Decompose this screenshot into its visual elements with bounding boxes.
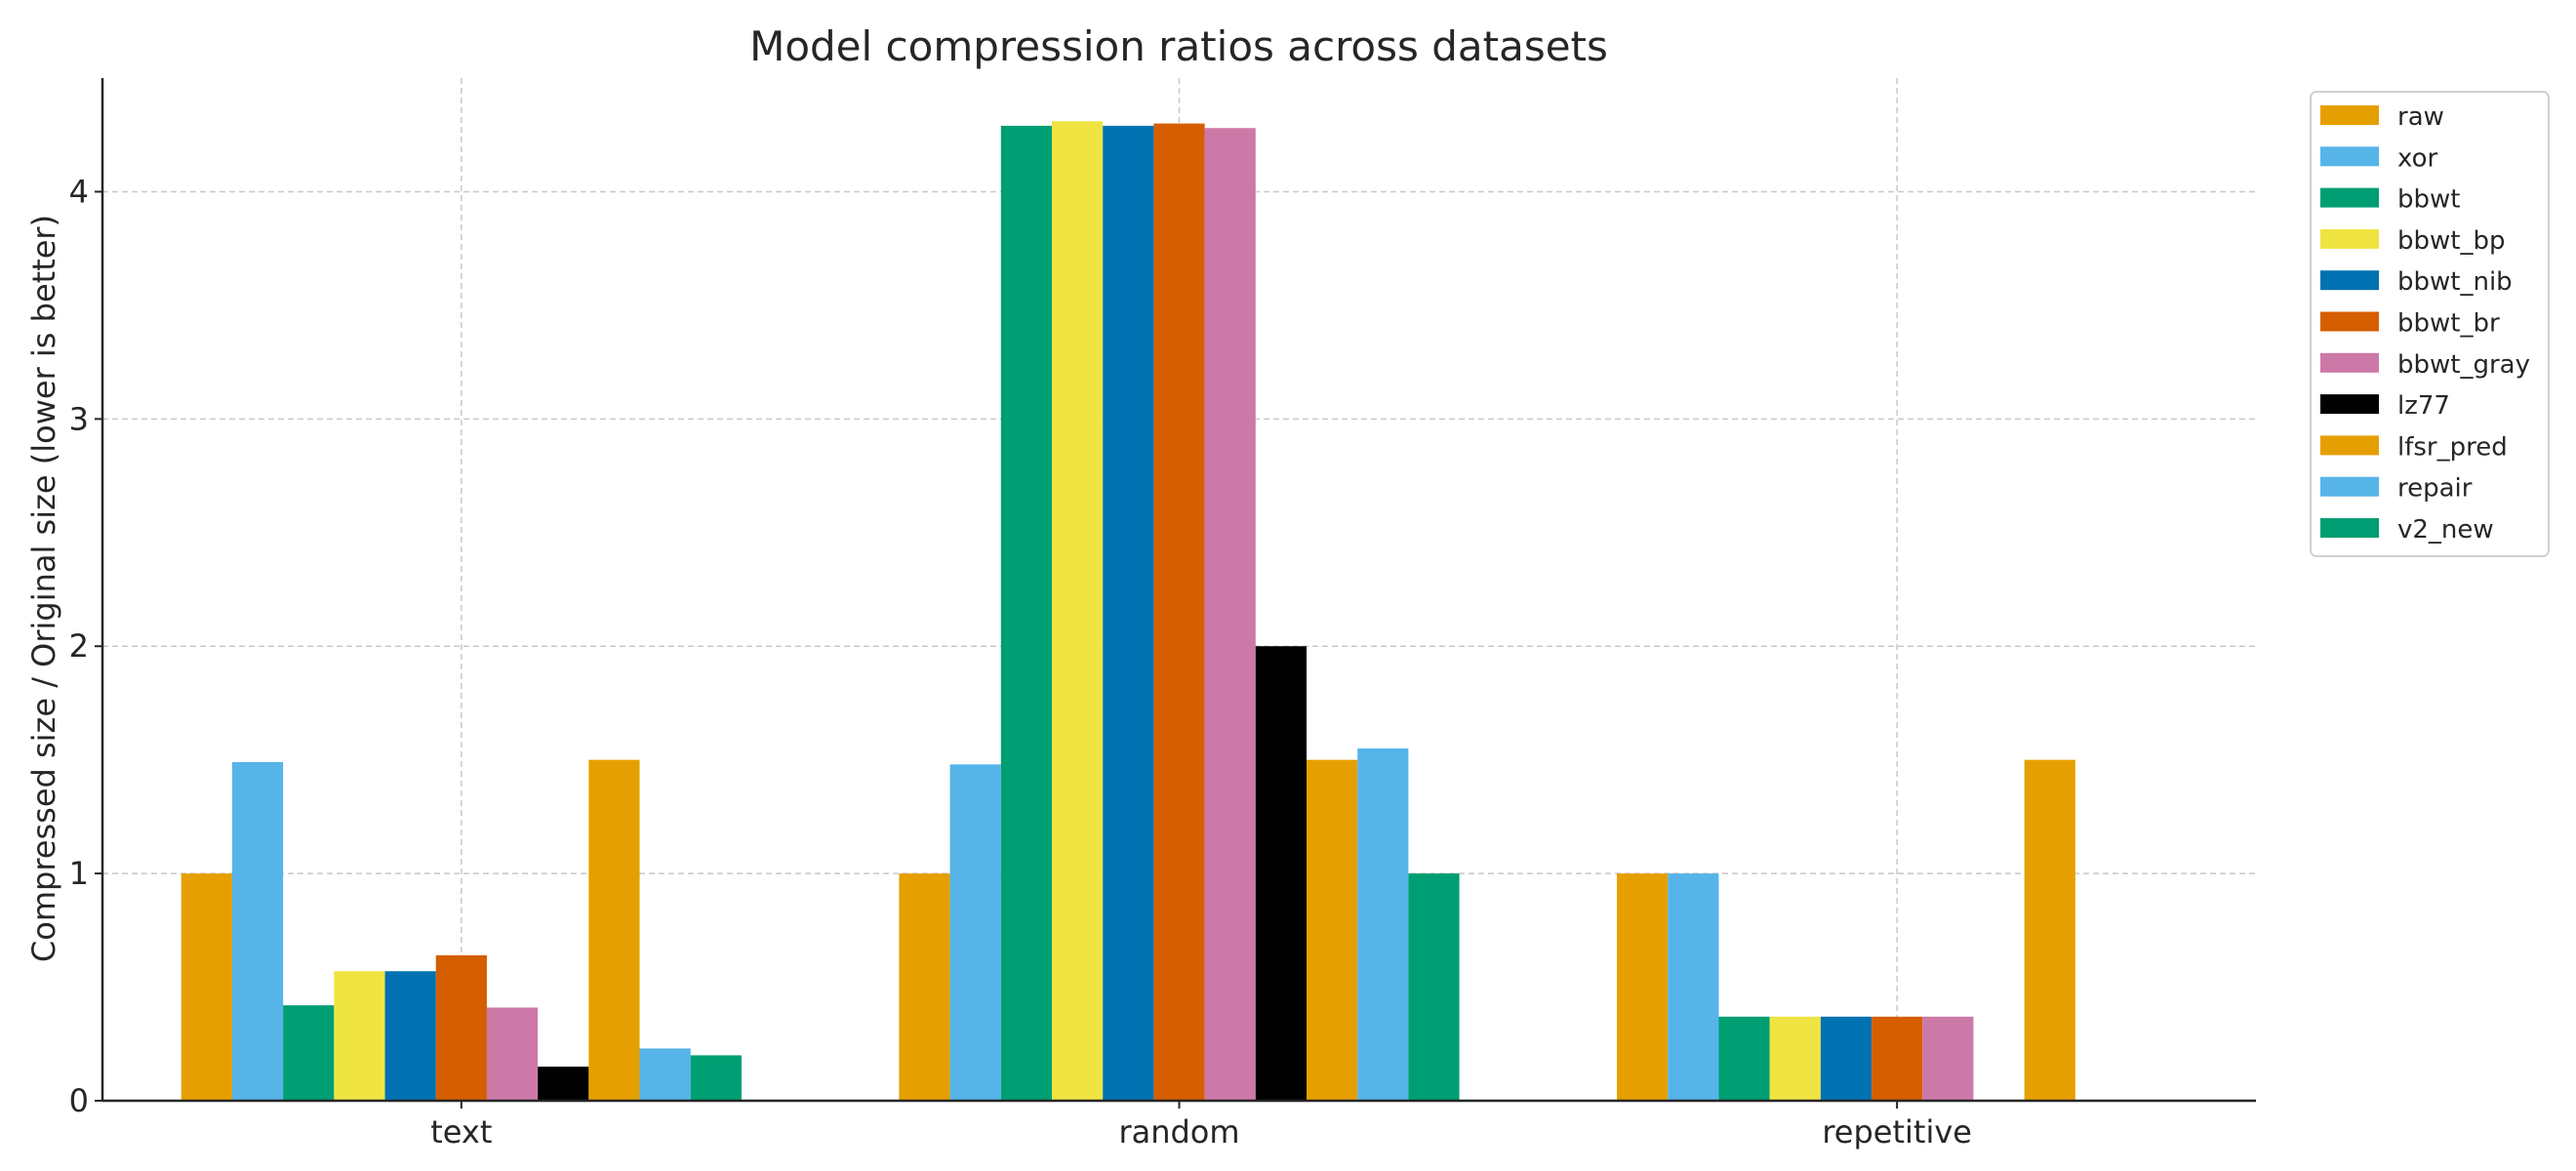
bar-bbwt_bp-text bbox=[334, 971, 385, 1101]
bar-v2_new-random bbox=[1408, 873, 1460, 1101]
legend-label-bbwt_nib: bbwt_nib bbox=[2397, 267, 2513, 297]
x-tick-label: repetitive bbox=[1822, 1113, 1972, 1151]
bar-bbwt_br-text bbox=[435, 954, 487, 1101]
bar-bbwt-text bbox=[283, 1005, 335, 1101]
legend-swatch bbox=[2320, 228, 2379, 249]
bar-repair-text bbox=[639, 1048, 691, 1101]
bar-lfsr_pred-text bbox=[588, 759, 640, 1101]
y-tick-label: 0 bbox=[69, 1082, 89, 1119]
y-tick-label: 2 bbox=[69, 627, 89, 665]
bar-lz77-random bbox=[1255, 646, 1307, 1101]
legend-swatch bbox=[2320, 270, 2379, 291]
legend-swatch bbox=[2320, 187, 2379, 208]
legend-swatch bbox=[2320, 518, 2379, 538]
legend-label-bbwt_gray: bbwt_gray bbox=[2397, 350, 2530, 380]
legend-swatch bbox=[2320, 394, 2379, 415]
x-tick-label: random bbox=[1118, 1113, 1239, 1151]
y-tick-label: 4 bbox=[69, 173, 89, 210]
bar-bbwt-repetitive bbox=[1718, 1016, 1770, 1101]
bar-xor-random bbox=[949, 764, 1001, 1101]
bar-lfsr_pred-repetitive bbox=[2024, 759, 2075, 1101]
bar-bbwt_nib-text bbox=[384, 971, 436, 1101]
legend-label-v2_new: v2_new bbox=[2397, 515, 2494, 545]
bar-bbwt_gray-random bbox=[1204, 128, 1256, 1102]
legend: raw xor bbwt bbwt_bp bbwt_nib bbwt_br bbwt_gra… bbox=[2310, 91, 2550, 557]
bar-bbwt_gray-repetitive bbox=[1922, 1016, 1974, 1101]
legend-swatch bbox=[2320, 311, 2379, 332]
bar-repair-random bbox=[1357, 748, 1409, 1101]
bar-v2_new-text bbox=[690, 1055, 742, 1101]
bar-bbwt_br-repetitive bbox=[1872, 1016, 1923, 1101]
bar-bbwt_gray-text bbox=[486, 1007, 539, 1101]
bar-bbwt_bp-repetitive bbox=[1769, 1016, 1821, 1101]
bar-bbwt_bp-random bbox=[1052, 121, 1104, 1101]
legend-label-lfsr_pred: lfsr_pred bbox=[2397, 432, 2508, 462]
y-tick-label: 1 bbox=[69, 855, 89, 892]
legend-swatch bbox=[2320, 105, 2379, 125]
bar-bbwt_nib-repetitive bbox=[1820, 1016, 1872, 1101]
legend-swatch bbox=[2320, 146, 2379, 167]
legend-label-raw: raw bbox=[2397, 102, 2444, 132]
legend-label-bbwt: bbwt bbox=[2397, 185, 2460, 215]
legend-swatch bbox=[2320, 352, 2379, 373]
legend-swatch bbox=[2320, 476, 2379, 497]
legend-label-lz77: lz77 bbox=[2397, 391, 2450, 421]
axes: 0 1 2 3 4 text random repetitive bbox=[69, 78, 2256, 1151]
legend-label-xor: xor bbox=[2397, 143, 2437, 173]
bar-xor-repetitive bbox=[1668, 873, 1719, 1101]
bar-bbwt_nib-random bbox=[1103, 125, 1154, 1101]
bar-raw-random bbox=[899, 873, 950, 1101]
x-tick-label: text bbox=[430, 1113, 492, 1151]
bar-xor-text bbox=[231, 761, 284, 1101]
bar-lfsr_pred-random bbox=[1307, 759, 1358, 1101]
chart-title: Model compression ratios across datasets bbox=[749, 22, 1608, 70]
bar-bbwt_br-random bbox=[1153, 123, 1205, 1102]
bar-raw-text bbox=[181, 873, 232, 1101]
bar-bbwt-random bbox=[1000, 125, 1052, 1101]
bar-lz77-text bbox=[538, 1067, 589, 1101]
legend-label-repair: repair bbox=[2397, 474, 2473, 504]
legend-label-bbwt_br: bbwt_br bbox=[2397, 309, 2500, 339]
legend-label-bbwt_bp: bbwt_bp bbox=[2397, 226, 2505, 256]
legend-swatch bbox=[2320, 435, 2379, 456]
y-tick-label: 3 bbox=[69, 400, 89, 437]
bar-raw-repetitive bbox=[1617, 873, 1669, 1101]
bars bbox=[181, 121, 2075, 1102]
y-axis-label: Compressed size / Original size (lower i… bbox=[25, 215, 62, 962]
